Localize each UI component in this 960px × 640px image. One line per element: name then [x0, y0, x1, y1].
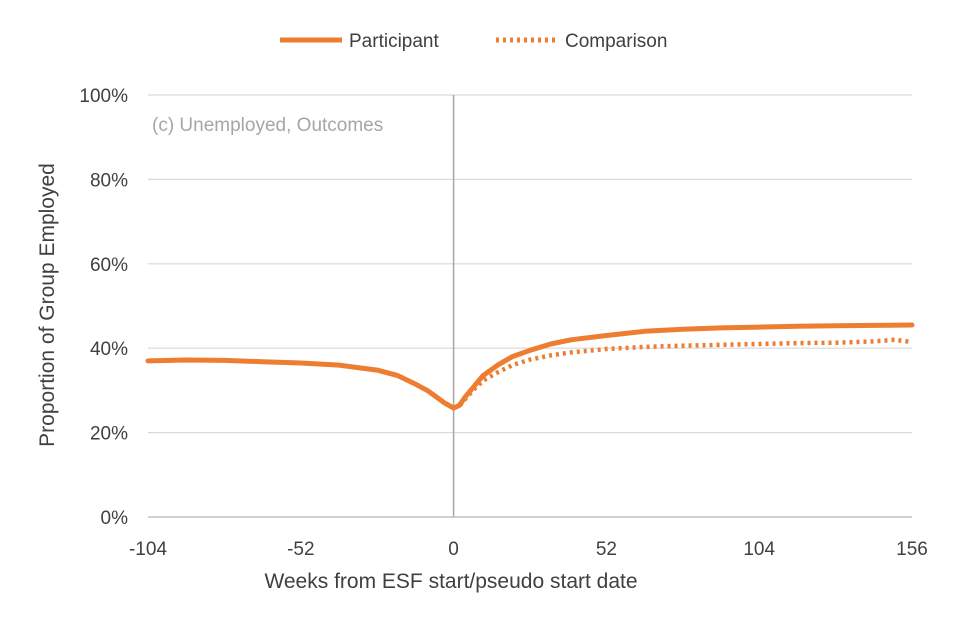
chart-legend: Participant Comparison	[280, 31, 667, 52]
x-tick-label: -52	[287, 539, 314, 560]
x-tick-labels: -104 -52 0 52 104 156	[129, 539, 928, 560]
x-axis-title: Weeks from ESF start/pseudo start date	[264, 570, 637, 593]
y-tick-label: 40%	[90, 339, 128, 360]
y-tick-label: 80%	[90, 170, 128, 191]
x-tick-label: 0	[448, 539, 459, 560]
y-tick-label: 100%	[79, 86, 128, 107]
gridlines	[148, 94, 912, 434]
y-tick-label: 60%	[90, 255, 128, 276]
y-tick-labels: 0% 20% 40% 60% 80% 100%	[79, 86, 128, 529]
x-tick-label: 104	[743, 539, 775, 560]
y-tick-label: 20%	[90, 424, 128, 445]
series-line-participant	[145, 322, 915, 411]
x-tick-label: 52	[596, 539, 617, 560]
series-line-comparison	[452, 337, 913, 411]
series-layer	[145, 322, 915, 411]
legend-label-participant: Participant	[349, 31, 439, 52]
x-tick-label: -104	[129, 539, 167, 560]
y-tick-label: 0%	[101, 508, 129, 529]
legend-label-comparison: Comparison	[565, 31, 667, 52]
y-axis-title: Proportion of Group Employed	[36, 163, 59, 447]
x-tick-label: 156	[896, 539, 928, 560]
panel-annotation: (c) Unemployed, Outcomes	[152, 115, 383, 136]
